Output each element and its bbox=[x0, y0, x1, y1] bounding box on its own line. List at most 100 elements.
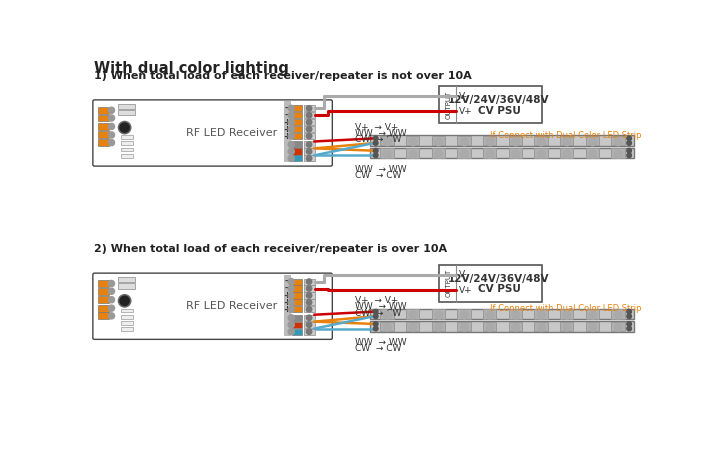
Circle shape bbox=[108, 132, 115, 138]
Bar bbox=[98, 131, 109, 139]
Bar bbox=[483, 149, 496, 158]
Circle shape bbox=[538, 150, 545, 158]
Circle shape bbox=[615, 150, 623, 158]
Circle shape bbox=[627, 153, 631, 158]
Bar bbox=[611, 322, 625, 331]
Text: CW  → CW: CW → CW bbox=[355, 308, 401, 317]
Circle shape bbox=[435, 150, 442, 158]
Text: V+: V+ bbox=[459, 286, 472, 295]
Bar bbox=[611, 309, 625, 318]
Text: -: - bbox=[285, 104, 289, 113]
Circle shape bbox=[512, 138, 520, 146]
Circle shape bbox=[307, 293, 312, 298]
Text: V+: V+ bbox=[459, 107, 472, 116]
Bar bbox=[121, 321, 133, 325]
Bar bbox=[508, 136, 522, 145]
Circle shape bbox=[373, 136, 378, 140]
Circle shape bbox=[589, 324, 597, 331]
Circle shape bbox=[307, 105, 312, 111]
Bar bbox=[292, 306, 302, 312]
Circle shape bbox=[460, 150, 468, 158]
Circle shape bbox=[108, 297, 115, 303]
Circle shape bbox=[409, 150, 417, 158]
Text: +: + bbox=[283, 118, 290, 127]
Circle shape bbox=[460, 138, 468, 146]
Bar bbox=[284, 101, 291, 161]
Circle shape bbox=[307, 300, 312, 305]
Bar bbox=[304, 119, 314, 125]
Bar bbox=[560, 309, 573, 318]
Text: V-: V- bbox=[459, 92, 467, 101]
Circle shape bbox=[615, 324, 623, 331]
Bar bbox=[304, 133, 314, 139]
Circle shape bbox=[288, 133, 294, 139]
Bar bbox=[121, 148, 133, 151]
Text: CV PSU: CV PSU bbox=[477, 284, 521, 294]
Bar bbox=[457, 309, 470, 318]
Bar bbox=[406, 136, 419, 145]
Circle shape bbox=[589, 311, 597, 319]
Circle shape bbox=[120, 296, 129, 306]
Circle shape bbox=[615, 311, 623, 319]
Circle shape bbox=[288, 112, 294, 118]
Bar bbox=[292, 105, 302, 112]
Text: CW  → CW: CW → CW bbox=[355, 344, 401, 353]
Bar bbox=[284, 275, 291, 335]
Circle shape bbox=[288, 149, 294, 155]
Bar bbox=[292, 141, 302, 148]
Bar bbox=[304, 285, 314, 292]
Bar bbox=[406, 322, 419, 331]
Bar bbox=[118, 110, 135, 115]
Circle shape bbox=[383, 324, 391, 331]
Bar bbox=[304, 315, 314, 321]
Text: -: - bbox=[285, 284, 289, 293]
Circle shape bbox=[307, 113, 312, 118]
Text: CW  → CW: CW → CW bbox=[355, 135, 401, 144]
Circle shape bbox=[373, 326, 378, 331]
Text: 1) When total load of each receiver/repeater is not over 10A: 1) When total load of each receiver/repe… bbox=[94, 71, 472, 81]
Circle shape bbox=[288, 105, 294, 112]
Bar bbox=[98, 312, 109, 319]
Circle shape bbox=[307, 286, 312, 291]
Circle shape bbox=[627, 149, 631, 153]
Circle shape bbox=[383, 311, 391, 319]
Circle shape bbox=[288, 299, 294, 306]
Text: RF LED Receiver: RF LED Receiver bbox=[187, 301, 278, 311]
Bar bbox=[304, 322, 314, 328]
Text: RF LED Receiver: RF LED Receiver bbox=[187, 128, 278, 138]
Circle shape bbox=[288, 119, 294, 125]
Bar bbox=[508, 322, 522, 331]
Bar bbox=[292, 285, 302, 292]
Bar bbox=[432, 149, 445, 158]
Bar bbox=[98, 280, 109, 287]
Bar bbox=[292, 292, 302, 298]
Circle shape bbox=[627, 322, 631, 326]
Circle shape bbox=[460, 324, 468, 331]
Circle shape bbox=[108, 288, 115, 294]
FancyBboxPatch shape bbox=[93, 100, 332, 166]
Bar bbox=[292, 149, 302, 155]
Bar bbox=[483, 322, 496, 331]
Bar bbox=[304, 126, 314, 132]
Circle shape bbox=[108, 107, 115, 114]
Bar bbox=[98, 296, 109, 303]
Text: 12V/24V/36V/48V: 12V/24V/36V/48V bbox=[448, 273, 550, 283]
Circle shape bbox=[118, 122, 131, 134]
Bar bbox=[560, 322, 573, 331]
Circle shape bbox=[435, 138, 442, 146]
Text: -: - bbox=[285, 111, 289, 120]
Bar bbox=[370, 135, 634, 146]
Bar bbox=[292, 126, 302, 132]
Text: WW  → WW: WW → WW bbox=[355, 129, 406, 138]
Bar bbox=[381, 309, 393, 318]
Bar bbox=[304, 306, 314, 312]
Circle shape bbox=[307, 149, 312, 154]
Circle shape bbox=[627, 136, 631, 140]
Bar bbox=[432, 322, 445, 331]
Bar bbox=[370, 308, 634, 319]
Bar bbox=[292, 155, 302, 161]
Circle shape bbox=[288, 279, 294, 285]
Circle shape bbox=[108, 123, 115, 130]
Bar bbox=[121, 141, 133, 145]
Text: OUTPUT: OUTPUT bbox=[446, 269, 452, 297]
